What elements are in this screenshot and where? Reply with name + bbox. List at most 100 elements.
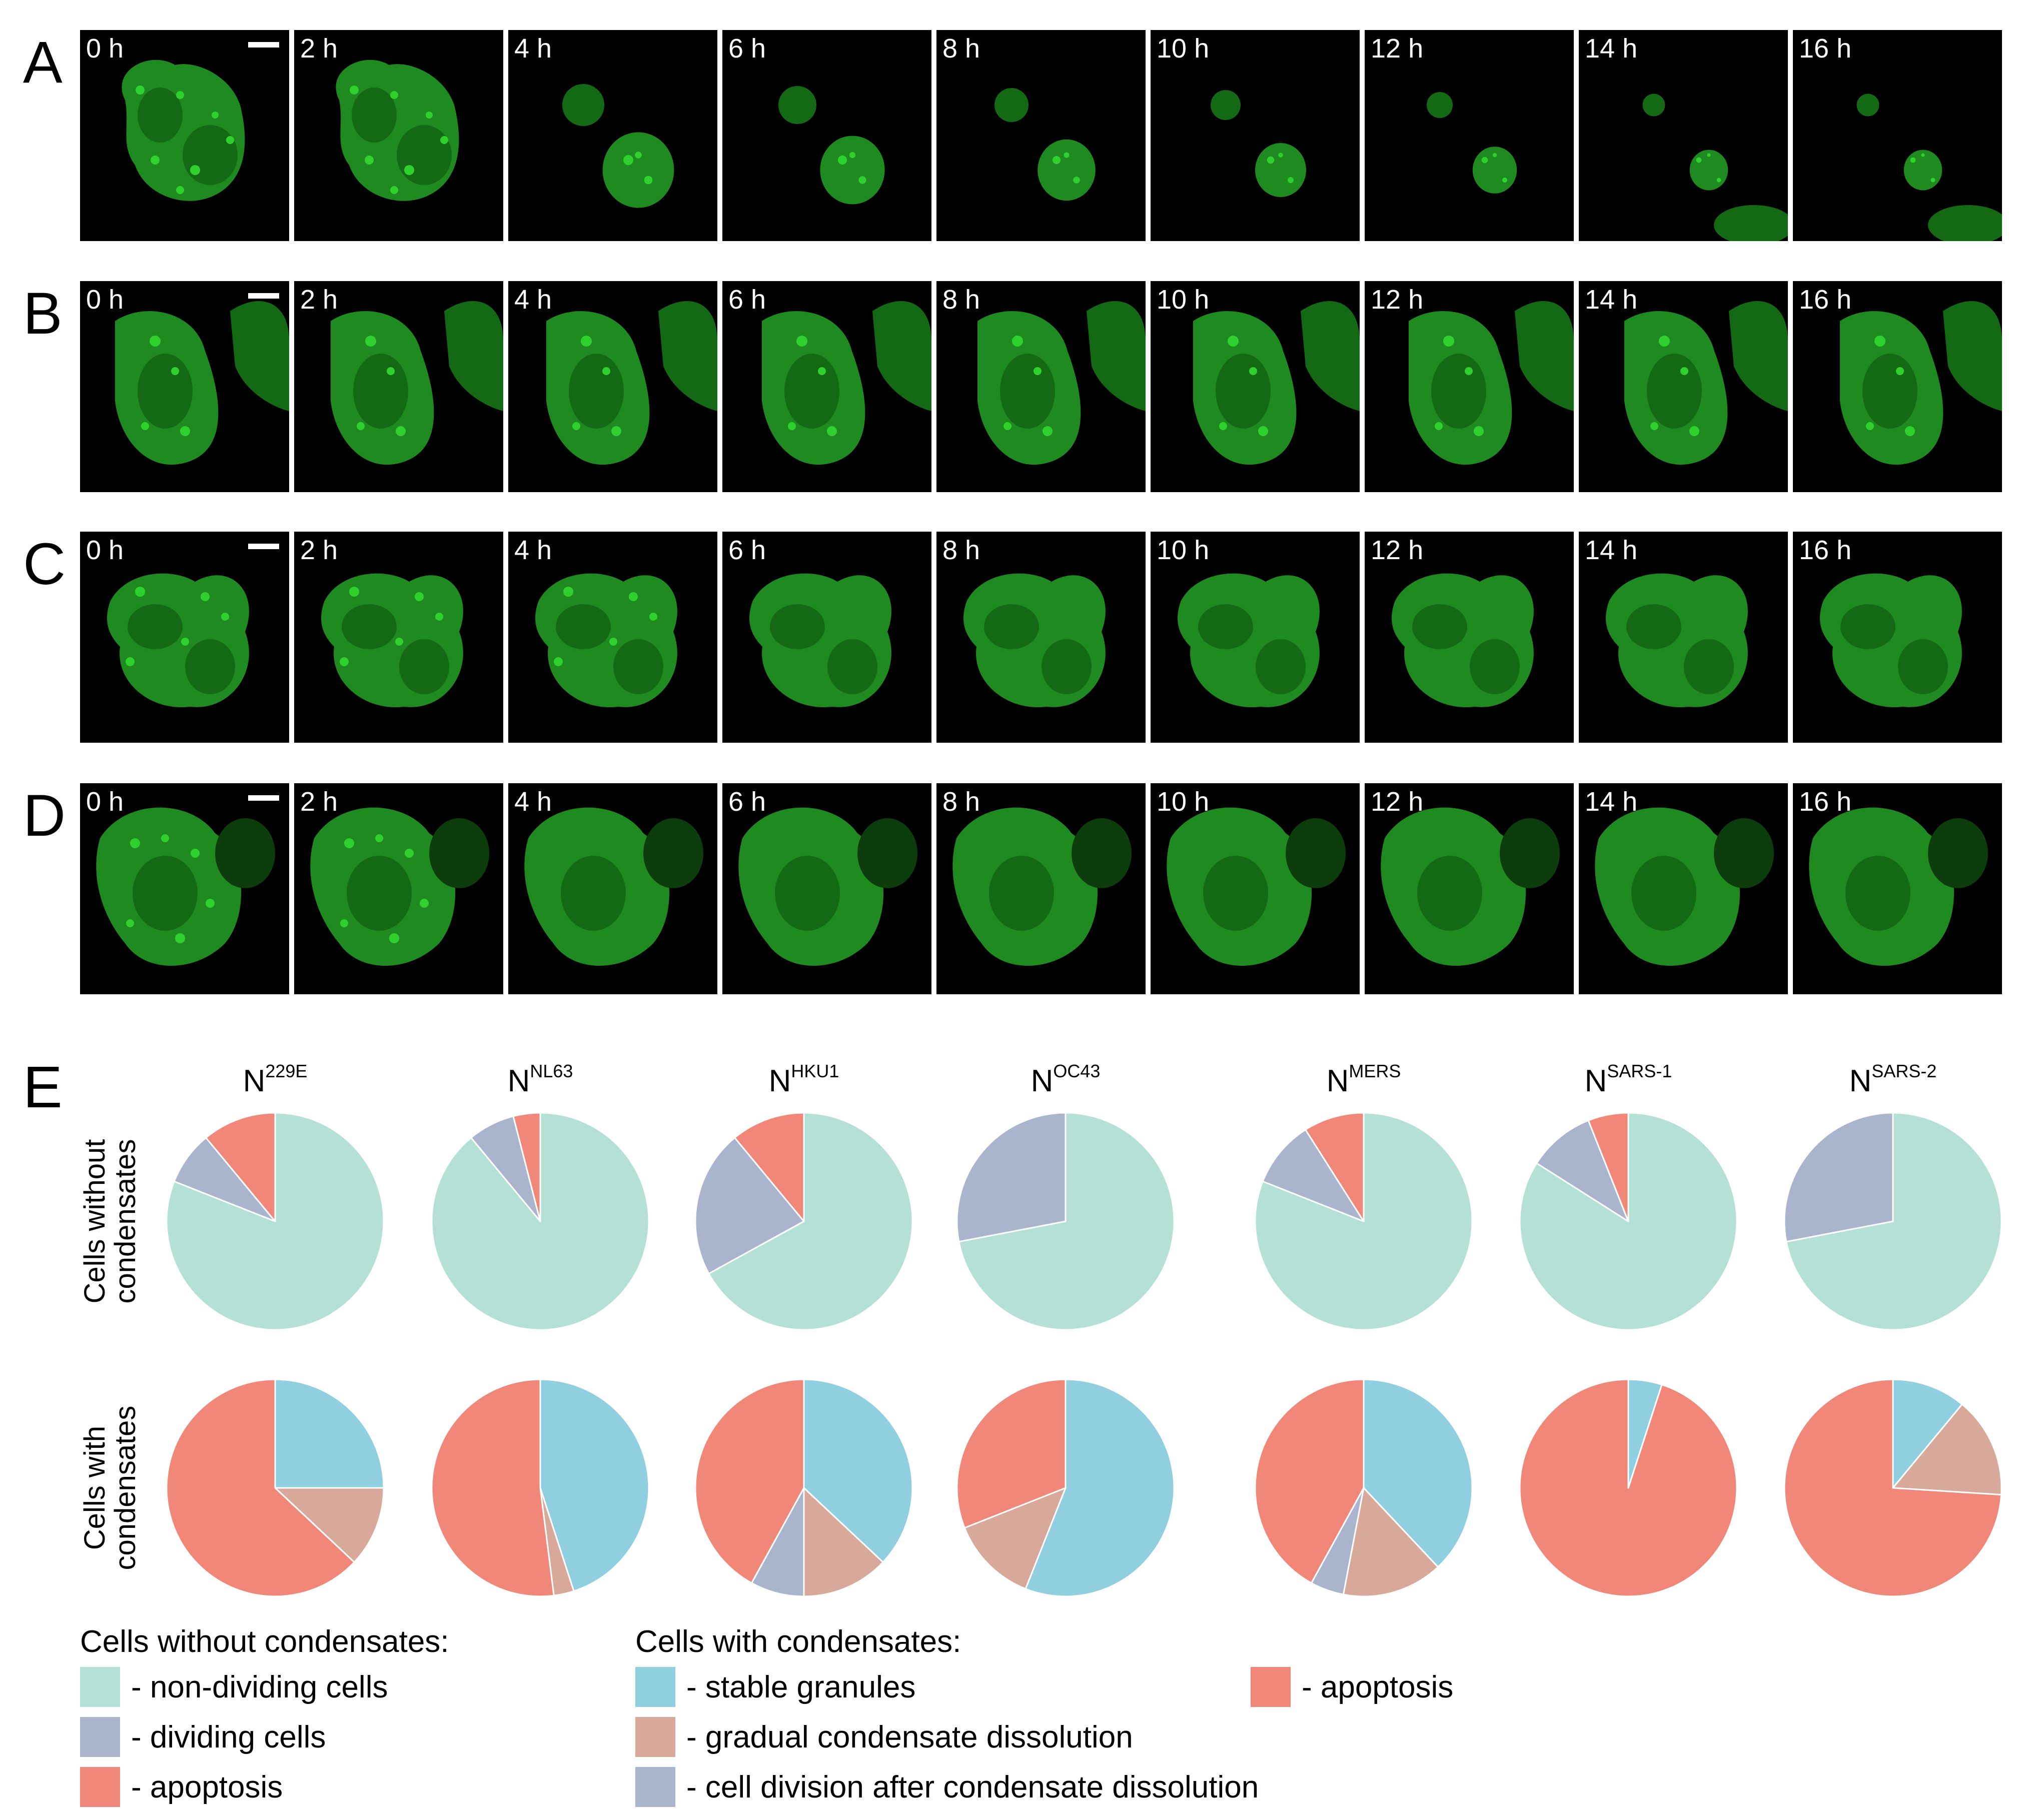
legend-heading: Cells without condensates: [80,1624,449,1659]
legend-swatch [635,1767,675,1807]
time-label: 8 h [942,285,980,315]
micrograph-frame: 10 h [1151,783,1360,994]
micrograph-frame: 4 h [508,30,717,241]
time-label: 16 h [1799,285,1852,315]
micrograph-frame: 0 h [80,281,289,492]
pie-title: NHKU1 [699,1062,909,1097]
pie-slice-dividing [956,1112,1067,1243]
time-label: 0 h [86,535,124,565]
pie-slice-stable [1892,1378,1963,1489]
pie-slice-non-dividing [708,1112,913,1331]
cell-fluorescence-image [952,807,1132,966]
cell-fluorescence-image [1595,807,1774,966]
time-label: 10 h [1157,34,1210,64]
cell-fluorescence-image [107,573,249,708]
time-label: 14 h [1585,787,1638,817]
scale-bar [248,42,279,48]
protein-strain: MERS [1349,1061,1401,1081]
time-label: 0 h [86,285,124,315]
time-label: 4 h [514,34,552,64]
panel-label-d: D [23,783,66,849]
time-label: 10 h [1157,787,1210,817]
pie-slice-stable [1363,1378,1473,1568]
pie-slice-apoptosis [1783,1378,2002,1597]
micrograph-frame: 2 h [294,783,503,994]
time-label: 6 h [728,535,766,565]
legend-item: - stable granules [635,1667,915,1707]
time-label: 14 h [1585,34,1638,64]
pie-title: NOC43 [960,1062,1171,1097]
protein-name: N [768,1064,791,1098]
legend-swatch [80,1767,120,1807]
pie-slice-apoptosis [694,1378,805,1584]
legend-item: - apoptosis [80,1767,283,1807]
protein-name: N [1849,1064,1872,1098]
pie-slice-gradual [1892,1403,2002,1496]
legend-swatch [635,1667,675,1707]
micrograph-frame: 2 h [294,281,503,492]
cell-fluorescence-image [562,84,674,208]
cell-fluorescence-image [115,301,289,465]
panel-label-e: E [23,1054,63,1120]
cell-fluorescence-image [1167,807,1346,966]
pie-slice-gradual [803,1487,884,1597]
cell-fluorescence-image [1178,573,1320,708]
cell-fluorescence-image [778,86,885,205]
time-label: 4 h [514,787,552,817]
micrograph-frame: 16 h [1793,281,2002,492]
micrograph-frame: 2 h [294,30,503,241]
micrograph-frame: 6 h [722,30,931,241]
pie-title: N229E [170,1062,380,1097]
pie-slice-division-after [750,1487,805,1597]
protein-name: N [507,1064,530,1098]
micrograph-frame: 4 h [508,281,717,492]
micrograph-frame: 14 h [1579,532,1788,743]
pie-slice-apoptosis [205,1112,276,1222]
cell-fluorescence-image [994,88,1096,201]
time-label: 4 h [514,535,552,565]
micrograph-frame: 14 h [1579,783,1788,994]
time-label: 10 h [1157,535,1210,565]
pie-slice-stable [274,1378,385,1489]
time-label: 16 h [1799,787,1852,817]
legend-label: - gradual condensate dissolution [686,1719,1133,1754]
micrograph-frame: 8 h [936,281,1146,492]
legend-item: - gradual condensate dissolution [635,1717,1133,1757]
scale-bar [248,795,279,801]
time-label: 8 h [942,787,980,817]
time-label: 2 h [300,787,338,817]
pie-slice-apoptosis [1254,1378,1365,1584]
cell-fluorescence-image [1840,301,2002,465]
micrograph-frame: 16 h [1793,783,2002,994]
pie-slice-stable [803,1378,913,1563]
pie-slice-apoptosis [956,1378,1067,1529]
cell-fluorescence-image [1624,301,1788,465]
panel-label-c: C [23,531,66,597]
micrograph-frame: 8 h [936,783,1146,994]
legend-item: - apoptosis [1251,1667,1453,1707]
protein-name: N [1326,1064,1349,1098]
pie-slice-dividing [1783,1112,1894,1243]
time-label: 0 h [86,34,124,64]
legend-label: - apoptosis [1302,1669,1454,1704]
time-label: 6 h [728,34,766,64]
pie-slice-apoptosis [1587,1112,1629,1222]
legend-label: - non-dividing cells [131,1669,388,1704]
time-label: 2 h [300,285,338,315]
cell-fluorescence-image [1427,92,1517,194]
cell-fluorescence-image [749,573,891,708]
legend-item: - dividing cells [80,1717,326,1757]
pie-slice-dividing [173,1137,276,1222]
cell-fluorescence-image [762,301,931,465]
scale-bar [248,293,279,299]
time-label: 14 h [1585,535,1638,565]
cell-fluorescence-image [1642,94,1788,241]
pie-title: NMERS [1259,1062,1469,1097]
pie-title: NNL63 [435,1062,645,1097]
micrograph-frame: 2 h [294,532,503,743]
micrograph-frame: 4 h [508,532,717,743]
micrograph-frame: 12 h [1365,532,1574,743]
legend-label: - apoptosis [131,1769,283,1804]
cell-fluorescence-image [738,807,917,966]
